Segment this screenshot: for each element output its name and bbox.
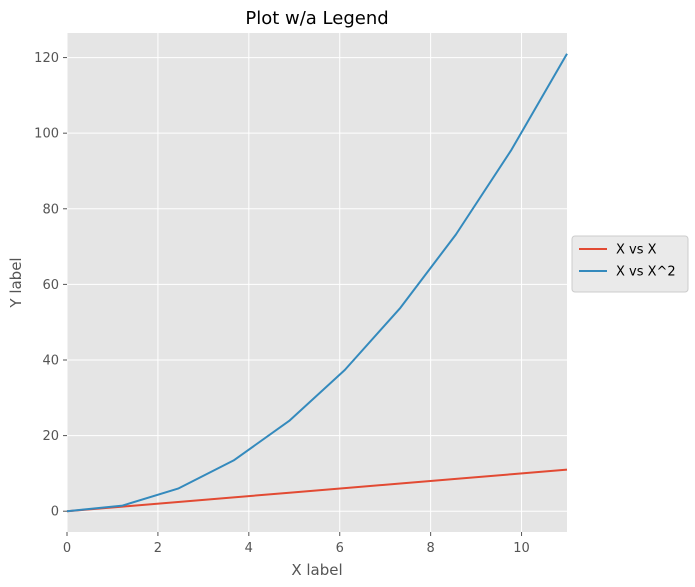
y-tick-label: 40 — [42, 353, 59, 368]
series-line-2 — [66, 53, 568, 513]
legend-label-2: X vs X^2 — [616, 265, 676, 280]
x-tick-label: 0 — [63, 541, 71, 556]
x-tick-label: 8 — [426, 541, 434, 556]
x-tick-label: 2 — [154, 541, 162, 556]
y-tick-label: 0 — [51, 505, 59, 520]
y-tick-label: 100 — [34, 127, 59, 142]
y-tick-label: 80 — [42, 202, 59, 217]
y-tick-label: 20 — [42, 429, 59, 444]
y-axis-label: Y label — [7, 257, 25, 308]
grid — [66, 33, 567, 532]
x-axis-label: X label — [291, 561, 342, 579]
series-layer — [66, 53, 568, 513]
x-tick-label: 10 — [513, 541, 530, 556]
legend-items: X vs X X vs X^2 — [579, 243, 676, 280]
y-tick-label: 120 — [34, 51, 59, 66]
chart-title: Plot w/a Legend — [245, 8, 388, 29]
plot-area — [67, 33, 567, 532]
series-line-1 — [66, 468, 568, 513]
legend: X vs X X vs X^2 — [571, 235, 689, 293]
x-tick-label: 6 — [336, 541, 344, 556]
legend-label-1: X vs X — [616, 243, 657, 258]
y-tick-label: 60 — [42, 278, 59, 293]
x-tick-label: 4 — [245, 541, 253, 556]
